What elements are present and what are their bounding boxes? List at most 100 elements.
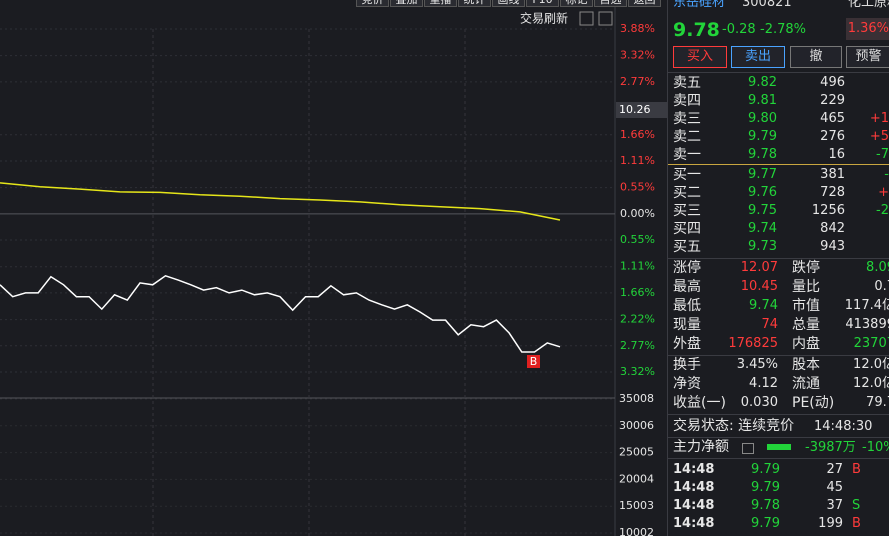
stat-value: 9.74 xyxy=(749,298,778,313)
toolbar-button[interactable]: 叠加 xyxy=(390,0,423,7)
stat-value: 10.45 xyxy=(740,279,778,294)
book-delta: + xyxy=(878,185,889,200)
book-volume: 1256 xyxy=(811,203,845,218)
status-time: 14:48:30 xyxy=(814,419,873,434)
stock-code: 300821 xyxy=(742,0,792,10)
chart-header: 交易刷新 xyxy=(520,11,568,26)
toolbar-button[interactable]: 标记 xyxy=(560,0,593,7)
stat-value: 0.030 xyxy=(740,395,778,410)
book-delta: +5 xyxy=(869,129,889,144)
divider xyxy=(668,355,889,356)
stat-value: 74 xyxy=(761,317,778,332)
volume-tick-label: 25005 xyxy=(619,446,654,459)
stat-value: 413899 xyxy=(845,317,889,332)
stat-label: 流通 xyxy=(792,376,820,392)
icon[interactable] xyxy=(598,11,613,26)
stat-label: 现量 xyxy=(673,317,701,333)
divider xyxy=(668,458,889,459)
y-tick-label: 2.77% xyxy=(620,75,655,88)
toolbar-button[interactable]: 返回 xyxy=(628,0,661,7)
stat-value: 23707 xyxy=(853,336,889,351)
book-delta: - xyxy=(884,167,889,182)
stat-label: 股本 xyxy=(792,357,820,373)
book-label: 买四 xyxy=(673,221,701,237)
toolbar-button[interactable]: 竞价 xyxy=(356,0,389,7)
buy-marker xyxy=(527,355,540,368)
book-label: 买一 xyxy=(673,167,701,183)
trade-price: 9.79 xyxy=(751,480,780,495)
y-tick-label: 1.11% xyxy=(620,154,655,167)
book-price: 9.77 xyxy=(748,167,777,182)
book-price: 9.79 xyxy=(748,129,777,144)
book-volume: 381 xyxy=(820,167,845,182)
trade-volume: 199 xyxy=(818,516,843,531)
book-volume: 496 xyxy=(820,75,845,90)
volume-tick-label: 15003 xyxy=(619,499,654,512)
fund-pct: -10% xyxy=(862,440,889,455)
book-label: 买二 xyxy=(673,185,701,201)
book-volume: 465 xyxy=(820,111,845,126)
book-delta: -7 xyxy=(876,147,889,162)
book-label: 卖五 xyxy=(673,75,701,91)
stat-label: 跌停 xyxy=(792,260,820,276)
trade-side: S xyxy=(852,498,861,513)
toolbar-button[interactable]: F10 xyxy=(526,0,559,7)
price: 9.78 xyxy=(673,19,720,41)
book-label: 买三 xyxy=(673,203,701,219)
stat-label: 换手 xyxy=(673,357,701,373)
stat-label: 内盘 xyxy=(792,336,820,352)
divider xyxy=(668,414,889,415)
change-pct: -2.78% xyxy=(760,22,806,37)
book-delta: +1 xyxy=(869,111,889,126)
action-button[interactable]: 买入 xyxy=(673,46,727,68)
trade-volume: 45 xyxy=(826,480,843,495)
sector: 化工原料 xyxy=(848,0,889,10)
stat-label: 市值 xyxy=(792,298,820,314)
stat-value: 0.7 xyxy=(874,279,889,294)
stat-value: 117.4亿 xyxy=(844,298,889,313)
fund-bar xyxy=(767,444,791,450)
price-line xyxy=(0,274,561,353)
status-label: 交易状态: 连续竞价 xyxy=(673,418,795,434)
stat-value: 12.07 xyxy=(740,260,778,275)
stat-value: 12.0亿 xyxy=(853,357,889,372)
stat-label: 最低 xyxy=(673,298,701,314)
divider xyxy=(668,164,889,165)
book-label: 买五 xyxy=(673,239,701,255)
trade-time: 14:48 xyxy=(673,462,715,477)
trade-volume: 27 xyxy=(826,462,843,477)
trade-time: 14:48 xyxy=(673,516,715,531)
action-button[interactable]: 预警 xyxy=(846,46,889,68)
volume-tick-label: 35008 xyxy=(619,392,654,405)
toolbar-button[interactable]: 重播 xyxy=(424,0,457,7)
stat-label: 总量 xyxy=(792,317,820,333)
stat-value: 8.09 xyxy=(866,260,889,275)
trade-time: 14:48 xyxy=(673,480,715,495)
action-button[interactable]: 撤 xyxy=(790,46,842,68)
stat-label: 收益(一) xyxy=(673,395,726,411)
book-price: 9.81 xyxy=(748,93,777,108)
toolbar-button[interactable]: 画线 xyxy=(492,0,525,7)
y-tick-label: 0.00% xyxy=(620,207,655,220)
volume-tick-label: 20004 xyxy=(619,472,654,485)
avg-line xyxy=(0,182,561,221)
icon[interactable] xyxy=(579,11,594,26)
y-tick-label: 2.77% xyxy=(620,339,655,352)
toolbar-button[interactable]: 自选 xyxy=(594,0,627,7)
y-tick-label: 0.55% xyxy=(620,181,655,194)
trade-price: 9.79 xyxy=(751,462,780,477)
volume-tick-label: 30006 xyxy=(619,419,654,432)
stat-label: 量比 xyxy=(792,279,820,295)
stock-name: 东岳硅材 xyxy=(673,0,726,10)
book-volume: 229 xyxy=(820,93,845,108)
book-price: 9.75 xyxy=(748,203,777,218)
y-tick-label: 2.22% xyxy=(620,313,655,326)
toolbar-button[interactable]: 统计 xyxy=(458,0,491,7)
fund-label: 主力净额 xyxy=(673,439,729,455)
trade-side: B xyxy=(852,462,861,477)
y-tick-label: 1.66% xyxy=(620,128,655,141)
price-label: 10.26 xyxy=(619,103,651,116)
y-tick-label: 3.32% xyxy=(620,365,655,378)
action-button[interactable]: 卖出 xyxy=(731,46,785,68)
stat-label: 最高 xyxy=(673,279,701,295)
